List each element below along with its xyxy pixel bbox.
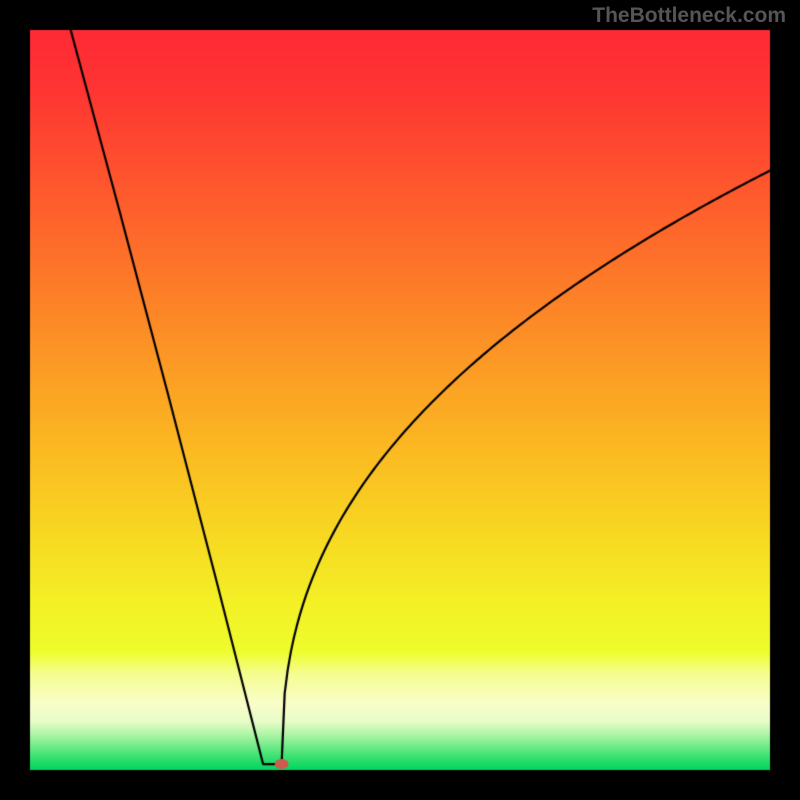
bottleneck-curve-chart: [0, 0, 800, 800]
watermark-text: TheBottleneck.com: [592, 4, 786, 28]
